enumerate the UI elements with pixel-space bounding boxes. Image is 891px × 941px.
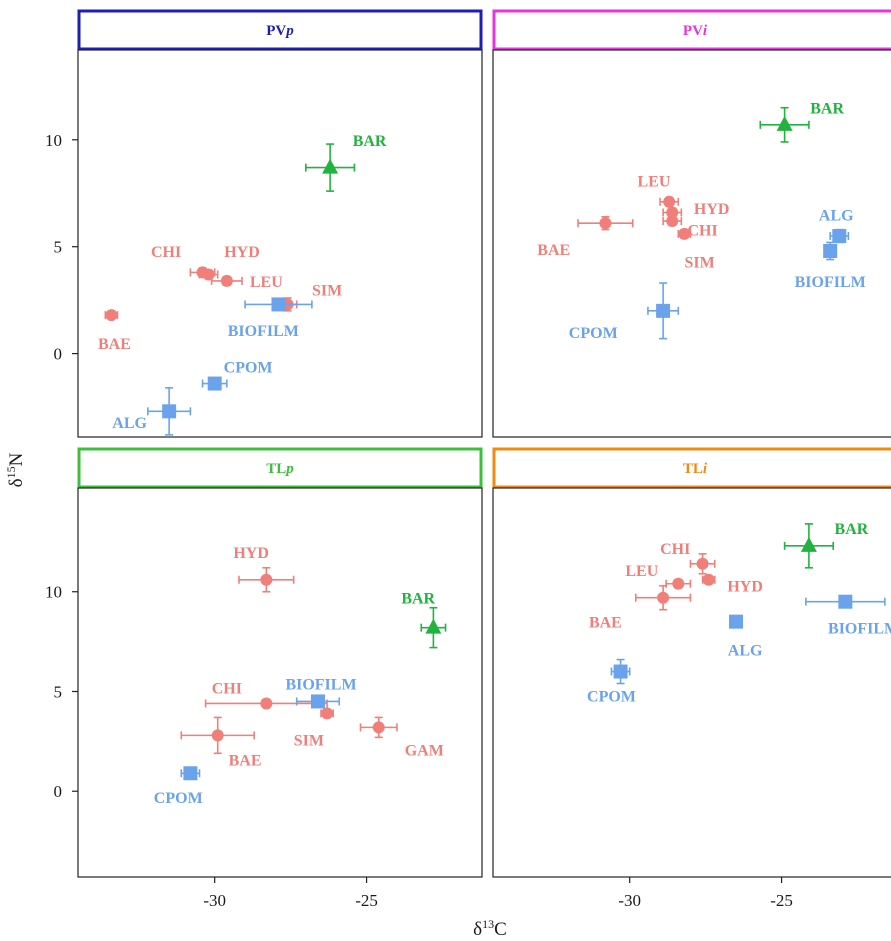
bae-label: BAE <box>229 752 262 769</box>
bae-point <box>105 309 118 322</box>
cpom-point <box>656 303 671 318</box>
leu-point <box>220 274 233 287</box>
panel-frame <box>492 49 891 438</box>
cpom-label: CPOM <box>224 359 273 376</box>
hyd-point <box>666 206 679 219</box>
sim-point <box>321 707 334 720</box>
chi-point <box>666 215 679 228</box>
alg-label: ALG <box>112 415 147 432</box>
cpom-point <box>183 766 198 781</box>
bae-label: BAE <box>589 615 622 632</box>
panel-points: BAR LEU HYD CHI SIM BAE ALG BIOFILM CPOM <box>537 101 865 343</box>
y-axis-title: δ15N <box>4 452 27 487</box>
gam-label: GAM <box>405 742 444 759</box>
chi-label: CHI <box>660 541 690 558</box>
panel-title: TLp <box>266 461 294 477</box>
chi-label: CHI <box>212 680 242 697</box>
alg-point <box>832 229 847 244</box>
bar-label: BAR <box>835 521 869 538</box>
chi-point <box>260 697 273 710</box>
x-tick-label: -25 <box>770 891 793 910</box>
biofilm-point <box>823 243 838 258</box>
hyd-label: HYD <box>727 579 763 596</box>
panel-title: PVp <box>266 23 294 39</box>
sim-label: SIM <box>312 282 342 299</box>
x-tick-label: -30 <box>203 891 226 910</box>
y-tick-label: 0 <box>54 782 63 801</box>
y-tick-label: 5 <box>54 682 63 701</box>
leu-point <box>663 195 676 208</box>
panel-title: TLi <box>683 461 708 477</box>
panel-strip <box>492 447 891 489</box>
leu-label: LEU <box>638 173 671 190</box>
y-tick-label: 0 <box>54 345 63 364</box>
hyd-label: HYD <box>224 244 260 261</box>
leu-label: LEU <box>625 563 658 580</box>
sim-point <box>678 227 691 240</box>
x-tick-label: -30 <box>618 891 641 910</box>
bae-point <box>657 591 670 604</box>
chi-point <box>696 557 709 570</box>
biofilm-label: BIOFILM <box>285 676 356 693</box>
alg-label: ALG <box>728 643 763 660</box>
y-tick-label: 10 <box>45 131 62 150</box>
panel-pvp: PVp 0 5 10 BAR CHI HYD LEU SIM BAE BIOFILM CPOM ALG <box>45 9 483 438</box>
biofilm-point <box>838 594 853 609</box>
panel-points: HYD BAR CHI BIOFILM SIM GAM BAE CPOM <box>154 545 447 807</box>
panel-frame <box>492 487 891 878</box>
x-axis-title: δ13C <box>473 917 507 940</box>
bar-point <box>776 115 793 131</box>
panel-title: PVi <box>683 23 708 39</box>
cpom-label: CPOM <box>154 790 203 807</box>
alg-point <box>729 614 744 629</box>
biofilm-label: BIOFILM <box>828 621 891 638</box>
cpom-label: CPOM <box>569 325 618 342</box>
bar-label: BAR <box>810 101 844 118</box>
hyd-point <box>702 573 715 586</box>
biofilm-label: BIOFILM <box>795 274 866 291</box>
biofilm-point <box>310 694 325 709</box>
biofilm-label: BIOFILM <box>228 323 299 340</box>
hyd-point <box>202 268 215 281</box>
bae-label: BAE <box>537 242 570 259</box>
bar-point <box>322 158 339 174</box>
panel-strip <box>77 447 483 489</box>
gam-point <box>372 721 385 734</box>
hyd-label: HYD <box>694 201 730 218</box>
bar-label: BAR <box>401 591 435 608</box>
hyd-label: HYD <box>233 545 269 562</box>
bar-label: BAR <box>353 133 387 150</box>
alg-label: ALG <box>819 208 854 225</box>
panel-frame <box>77 49 483 438</box>
sim-label: SIM <box>294 732 324 749</box>
leu-point <box>672 577 685 590</box>
panel-tlp: TLp 0 5 10 -30 -25 HYD BAR CHI BIOFILM SIM GAM BAE CP… <box>45 447 483 910</box>
chi-label: CHI <box>687 223 717 240</box>
cpom-point <box>613 664 628 679</box>
y-tick-label: 10 <box>45 583 62 602</box>
cpom-label: CPOM <box>587 688 636 705</box>
bar-point <box>800 536 817 552</box>
bae-point <box>211 729 224 742</box>
alg-point <box>162 404 177 419</box>
bae-label: BAE <box>98 336 131 353</box>
panel-strip <box>77 9 483 51</box>
cpom-point <box>207 376 222 391</box>
x-tick-label: -25 <box>355 891 378 910</box>
leu-label: LEU <box>250 274 283 291</box>
biofilm-point <box>271 297 286 312</box>
chi-label: CHI <box>151 244 181 261</box>
panel-points: BAR CHI HYD LEU SIM BAE BIOFILM CPOM ALG <box>98 133 387 436</box>
panel-frame <box>77 487 483 878</box>
sim-label: SIM <box>684 255 714 272</box>
bar-point <box>425 618 442 634</box>
hyd-point <box>260 573 273 586</box>
panel-strip <box>492 9 891 51</box>
panel-pvi: PVi BAR LEU HYD CHI SIM BAE ALG BIOFILM CPOM <box>492 9 891 438</box>
y-tick-label: 5 <box>54 238 63 257</box>
bae-point <box>599 217 612 230</box>
